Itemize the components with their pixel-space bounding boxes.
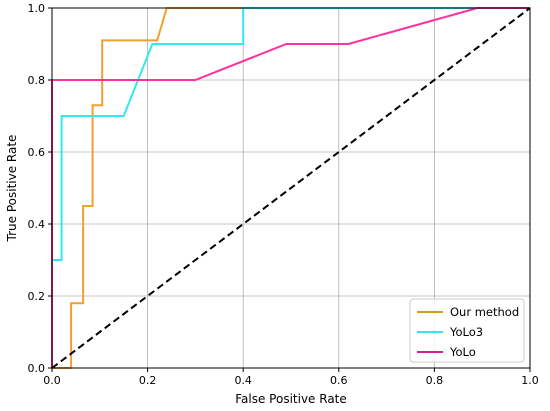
x-axis-ticks: 0.0 0.2 0.4 0.6 0.8 1.0 [43,368,539,387]
y-tick-label-3: 0.6 [28,146,46,159]
x-tick-label-4: 0.8 [426,374,444,387]
legend: Our method YoLo3 YoLo [409,298,525,363]
x-tick-label-1: 0.2 [139,374,157,387]
y-tick-label-5: 1.0 [28,2,46,15]
legend-label-0: Our method [450,305,519,319]
x-tick-label-5: 1.0 [521,374,539,387]
plot-frame [51,7,531,369]
series-line-our-method [52,7,244,369]
y-axis-label: True Positive Rate [5,135,19,243]
x-tick-label-2: 0.4 [234,374,252,387]
y-tick-label-4: 0.8 [28,74,46,87]
legend-box [409,298,525,363]
legend-label-1: YoLo3 [449,325,483,339]
x-tick-label-0: 0.0 [43,374,61,387]
x-tick-label-3: 0.6 [330,374,348,387]
y-tick-label-2: 0.4 [28,218,46,231]
y-tick-label-0: 0.0 [28,362,46,375]
x-axis-label: False Positive Rate [235,392,347,406]
y-axis-ticks: 0.0 0.2 0.4 0.6 0.8 1.0 [28,2,52,375]
random-classifier-line [51,7,531,369]
y-tick-label-1: 0.2 [28,290,46,303]
legend-label-2: YoLo [449,345,476,359]
